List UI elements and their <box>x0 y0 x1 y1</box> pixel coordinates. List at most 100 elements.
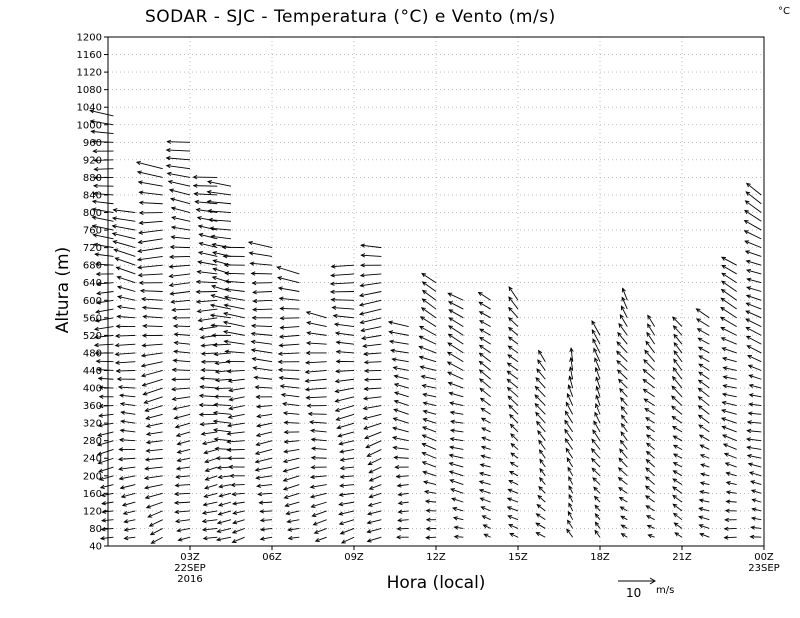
wind-arrow <box>252 290 273 295</box>
wind-arrow-head <box>539 467 544 473</box>
wind-arrow-shaft <box>145 457 163 461</box>
wind-arrow <box>280 392 300 398</box>
wind-arrow-shaft <box>393 417 409 424</box>
wind-arrow-shaft <box>672 426 683 433</box>
wind-arrow-head <box>618 487 623 492</box>
wind-arrow <box>746 428 762 434</box>
wind-arrow <box>363 422 382 430</box>
wind-arrow <box>425 526 437 531</box>
wind-arrow-head <box>722 443 728 448</box>
wind-arrow-head <box>362 343 368 349</box>
wind-arrow <box>256 422 273 428</box>
wind-arrow <box>594 357 601 371</box>
wind-arrow-head <box>171 307 177 313</box>
wind-arrow-shaft <box>721 417 737 424</box>
wind-arrow-head <box>721 347 727 352</box>
wind-arrow-shaft <box>397 484 409 487</box>
wind-arrow-shaft <box>288 528 300 531</box>
wind-arrow-shaft <box>724 453 737 459</box>
wind-arrow <box>313 528 327 534</box>
wind-arrow <box>170 235 191 240</box>
wind-arrow <box>448 309 464 319</box>
wind-arrow <box>593 347 601 362</box>
wind-arrow-head <box>204 459 210 464</box>
wind-arrow-shaft <box>419 356 437 363</box>
wind-arrow <box>206 180 232 187</box>
wind-arrow-head <box>721 272 727 277</box>
wind-arrow-shaft <box>94 168 114 170</box>
wind-arrow-head <box>118 437 124 443</box>
wind-arrow-shaft <box>567 467 574 477</box>
wind-arrow <box>567 466 574 477</box>
wind-arrow-head <box>279 316 285 321</box>
wind-arrow-head <box>590 448 596 453</box>
wind-arrow-head <box>721 356 727 361</box>
wind-arrow-shaft <box>747 454 762 459</box>
wind-arrow <box>199 422 218 427</box>
wind-arrow-head <box>745 268 752 274</box>
wind-arrow <box>367 510 382 516</box>
wind-arrow <box>645 458 655 468</box>
wind-arrow-shaft <box>672 495 683 503</box>
wind-arrow-shaft <box>673 342 683 354</box>
wind-arrow <box>420 374 437 380</box>
wind-arrow-head <box>594 366 599 372</box>
wind-arrow-head <box>645 417 650 422</box>
wind-arrow-head <box>673 522 679 527</box>
wind-arrow-head <box>284 503 290 508</box>
wind-arrow <box>699 444 710 450</box>
wind-arrow-shaft <box>566 528 574 538</box>
wind-arrow-head <box>252 366 258 371</box>
wind-arrow <box>594 529 601 538</box>
wind-arrow-head <box>99 536 105 541</box>
wind-arrow <box>616 350 628 363</box>
wind-arrow-head <box>201 440 207 446</box>
wind-arrow-shaft <box>568 384 574 397</box>
wind-arrow-shaft <box>394 375 409 380</box>
wind-arrow <box>425 535 437 540</box>
wind-arrow-head <box>305 310 311 316</box>
wind-arrow <box>750 516 762 521</box>
wind-arrow-shaft <box>217 519 232 524</box>
wind-arrow <box>387 320 409 328</box>
wind-arrow <box>534 394 546 406</box>
wind-arrow <box>535 522 546 529</box>
y-tick-label: 640 <box>83 278 102 289</box>
wind-arrow-head <box>305 350 311 356</box>
wind-arrow <box>478 352 491 363</box>
wind-arrow-head <box>111 224 117 229</box>
wind-arrow <box>748 402 762 407</box>
wind-arrow <box>97 376 114 381</box>
wind-arrow-shaft <box>647 315 656 327</box>
wind-arrow <box>744 250 762 257</box>
wind-arrow <box>593 486 601 494</box>
wind-arrow <box>231 501 245 506</box>
wind-arrow-head <box>425 535 430 540</box>
wind-arrow-head <box>419 365 425 370</box>
wind-arrow <box>247 240 273 249</box>
wind-arrow <box>334 396 355 403</box>
wind-arrow <box>721 264 737 275</box>
wind-arrow-head <box>309 428 315 433</box>
wind-arrow-head <box>204 467 210 472</box>
wind-arrow-shaft <box>256 440 273 446</box>
wind-arrow <box>99 536 114 541</box>
wind-arrow-head <box>175 474 181 480</box>
wind-arrow-shaft <box>174 492 191 495</box>
wind-arrow-shaft <box>535 412 546 424</box>
wind-arrow-shaft <box>204 457 218 463</box>
wind-arrow-head <box>194 199 200 205</box>
wind-arrow-head <box>144 495 150 500</box>
wind-arrow-shaft <box>479 489 491 494</box>
wind-arrow-shaft <box>699 524 710 529</box>
wind-arrow-head <box>671 415 677 421</box>
wind-arrow-head <box>91 139 97 144</box>
x-axis-label: Hora (local) <box>387 573 486 593</box>
wind-arrow-shaft <box>175 510 191 513</box>
wind-arrow-head <box>365 444 371 449</box>
wind-arrow-shaft <box>257 413 273 418</box>
wind-arrow-head <box>111 232 117 237</box>
wind-arrow <box>314 536 327 543</box>
wind-arrow-head <box>568 485 573 490</box>
